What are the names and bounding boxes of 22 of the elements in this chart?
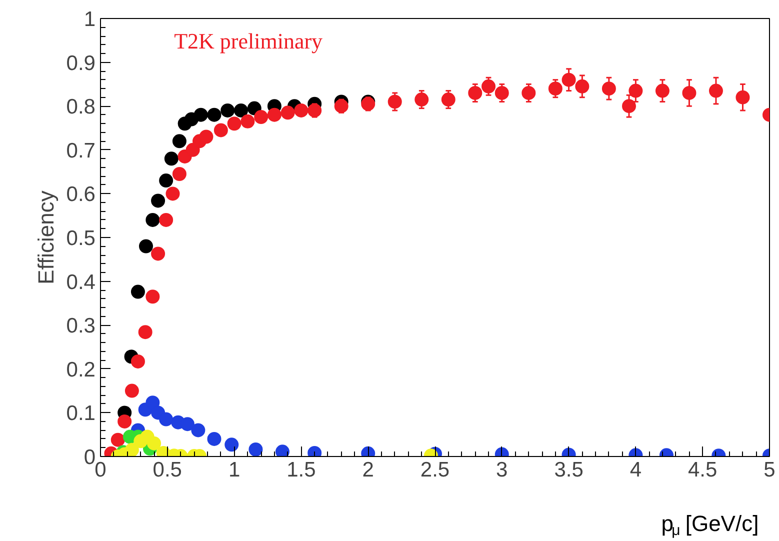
x-tick-label: 2.5	[420, 458, 450, 482]
x-tick-label: 3.5	[554, 458, 584, 482]
y-tick-label: 0.6	[66, 183, 96, 206]
y-tick-label: 0.2	[66, 358, 96, 382]
y-tick-label: 0.4	[66, 270, 96, 294]
x-tick-label: 0.5	[152, 458, 182, 482]
y-tick-label: 0.7	[66, 139, 96, 162]
x-tick-label: 4.5	[688, 458, 718, 482]
y-tick-label: 0.8	[66, 96, 96, 119]
y-axis-title: Efficiency	[33, 190, 58, 284]
annotation: T2K preliminary	[174, 28, 323, 54]
x-tick-label: 1.5	[286, 458, 316, 482]
y-tick-label: 0.1	[66, 402, 96, 426]
y-tick-label: 0.3	[66, 314, 96, 338]
x-tick-label: 1	[228, 458, 240, 482]
y-tick-label: 1	[84, 8, 96, 31]
x-tick-label: 4	[630, 458, 642, 482]
y-tick-label: 0.9	[66, 52, 96, 75]
x-tick-label: 3	[496, 458, 508, 482]
y-tick-label: 0.5	[66, 227, 96, 250]
x-tick-label: 5	[764, 458, 776, 482]
x-tick-label: 2	[362, 458, 374, 482]
